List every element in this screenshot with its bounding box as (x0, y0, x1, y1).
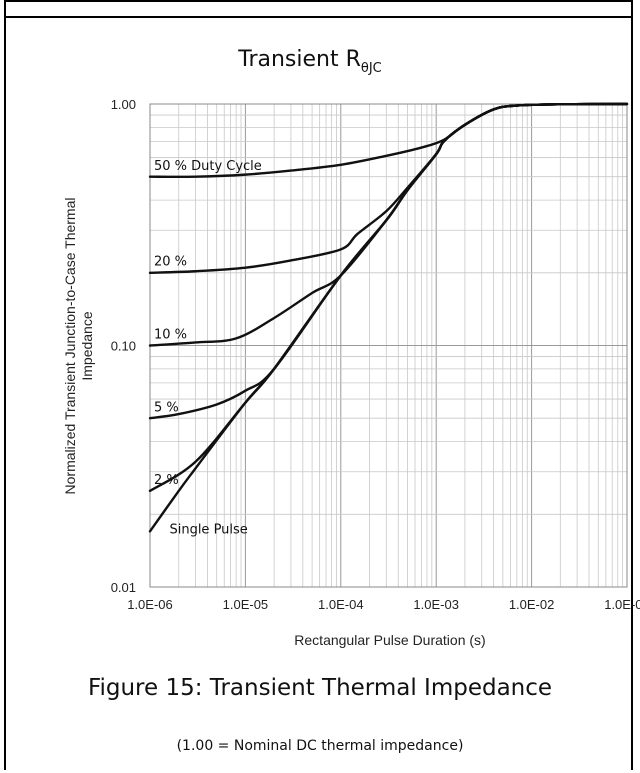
figure-caption: Figure 15: Transient Thermal Impedance (87, 675, 553, 701)
series-label-3: 5 % (154, 400, 179, 415)
x-tick-label: 1.0E-03 (413, 597, 459, 612)
x-tick-label: 1.0E-06 (127, 597, 173, 612)
figure-frame (4, 0, 633, 770)
chart-title: Transient RθJC (237, 47, 382, 76)
series-label-0: 50 % Duty Cycle (154, 159, 262, 174)
series-label-5: Single Pulse (169, 522, 247, 537)
thermal-impedance-chart: Transient RθJC 1.0E-06 1.0E-05 1.0E-04 1.0E… (62, 47, 640, 648)
y-axis-label-line1: Normalized Transient Junction-to-Case Th… (62, 198, 78, 495)
y-tick-label: 1.00 (111, 97, 136, 112)
series-line-1 (148, 102, 629, 274)
y-axis-label-line2: Impedance (79, 311, 95, 380)
y-axis-label: Normalized Transient Junction-to-Case Th… (62, 198, 95, 495)
series-lines (148, 102, 629, 533)
series-label-2: 10 % (154, 328, 187, 343)
series-line-2 (148, 102, 629, 347)
series-labels: 50 % Duty Cycle 20 % 10 % 5 % 2 % Single Puls… (154, 159, 262, 537)
x-axis-label: Rectangular Pulse Duration (s) (294, 632, 485, 648)
series-line-3 (148, 102, 629, 420)
y-tick-label: 0.10 (111, 339, 136, 354)
series-line-5 (148, 102, 629, 533)
series-label-1: 20 % (154, 254, 187, 269)
x-tick-label: 1.0E-05 (223, 597, 269, 612)
chart-title-main: Transient R (237, 47, 361, 72)
chart-title-subscript: θJC (361, 61, 382, 76)
figure-note: (1.00 = Nominal DC thermal impedance) (176, 738, 464, 754)
x-tick-label: 1.0E-01 (604, 597, 640, 612)
x-tick-label: 1.0E-02 (509, 597, 555, 612)
page-top-border (4, 0, 633, 18)
x-tick-label: 1.0E-04 (318, 597, 364, 612)
y-tick-label: 0.01 (111, 580, 136, 595)
series-label-4: 2 % (154, 473, 179, 488)
